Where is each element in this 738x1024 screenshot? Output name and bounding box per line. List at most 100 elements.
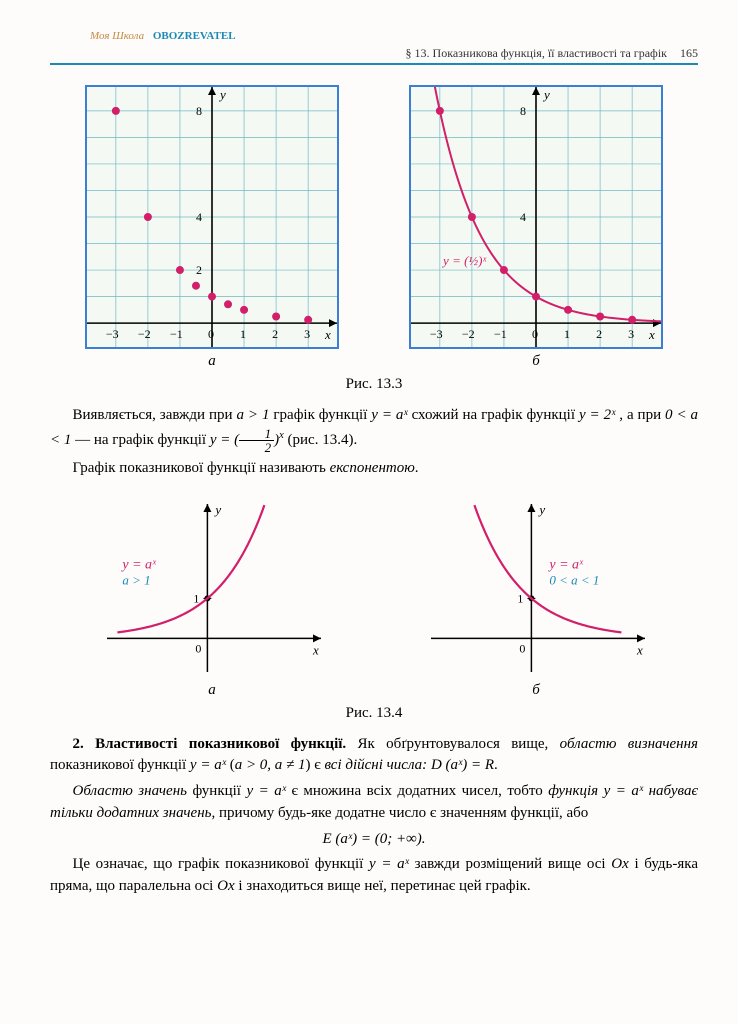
page-header: § 13. Показникова функція, її властивост… — [50, 46, 698, 63]
fig-13-3-panel-b: yx−3−2−1012348y = (½)ˣ — [409, 85, 663, 349]
p2-t1: Графік показникової функції називають — [73, 460, 330, 476]
fig-13-4-panel-a-wrap: yx01y = aˣa > 1 а — [97, 498, 327, 699]
svg-text:y: y — [537, 502, 545, 517]
p1-t1: Виявляється, завжди при — [73, 407, 237, 423]
p3-i1: областю визначення — [560, 736, 698, 752]
svg-text:a > 1: a > 1 — [122, 572, 150, 587]
p5-eq2: Ox — [611, 856, 629, 872]
p4-eq1: y = aˣ — [246, 783, 286, 799]
p1-eq3-exp: x — [279, 430, 284, 441]
p2-term: експонентою — [330, 460, 415, 476]
section-title: § 13. Показникова функція, її властивост… — [406, 46, 667, 60]
paragraph-5: Це означає, що графік показникової функц… — [50, 854, 698, 898]
p3-t5: . — [494, 757, 498, 773]
svg-text:1: 1 — [240, 327, 246, 341]
paragraph-2: Графік показникової функції називають ек… — [50, 458, 698, 480]
p1-eq2: y = 2ˣ — [579, 407, 615, 423]
schematic-b-sublabel: б — [421, 682, 651, 699]
svg-text:0: 0 — [532, 327, 538, 341]
body-text-2: 2. Властивості показникової функції. Як … — [50, 734, 698, 898]
paragraph-4-eq: E (aˣ) = (0; +∞). — [50, 829, 698, 851]
schematic-svg-b: yx01y = aˣ0 < a < 1 — [421, 498, 651, 678]
p2-t2: . — [415, 460, 419, 476]
p1-t6: (рис. 13.4). — [288, 432, 358, 448]
p1-eq3-num: 1 — [239, 427, 274, 441]
schematic-svg-a: yx01y = aˣa > 1 — [97, 498, 327, 678]
p1-eq1: y = aˣ — [371, 407, 407, 423]
p5-t2: завжди розміщений вище осі — [409, 856, 611, 872]
svg-text:3: 3 — [628, 327, 634, 341]
body-text: Виявляється, завжди при a > 1 графік фун… — [50, 405, 698, 480]
svg-text:2: 2 — [196, 263, 202, 277]
svg-text:0: 0 — [208, 327, 214, 341]
paragraph-3: 2. Властивості показникової функції. Як … — [50, 734, 698, 778]
panel-b-sublabel: б — [409, 353, 663, 370]
p3-t1: Як обґрунтовувалося вище, — [358, 736, 560, 752]
svg-text:1: 1 — [193, 591, 199, 605]
figure-13-3: y x −3 −2 −1 0 1 2 3 2 4 8 а y x −3 −2 −1 0 1 2 3 4 8 y = (½)ˣ… — [50, 85, 698, 370]
p1-eq3: y = (12)x — [210, 432, 288, 448]
svg-text:−2: −2 — [138, 327, 151, 341]
page-number: 165 — [680, 46, 698, 60]
svg-text:1: 1 — [517, 591, 523, 605]
p4-i1: Областю значень — [73, 783, 187, 799]
p4-t3: , причому будь-яке додатне число є значе… — [211, 805, 588, 821]
svg-text:y: y — [542, 87, 550, 102]
fig-13-3-panel-a-wrap: y x −3 −2 −1 0 1 2 3 2 4 8 а — [85, 85, 339, 370]
svg-text:x: x — [648, 327, 655, 342]
p3-cond: a > 0, a ≠ 1 — [235, 757, 306, 773]
p1-t3: схожий на графік функції — [412, 407, 579, 423]
paragraph-4: Областю значень функції y = aˣ є множина… — [50, 781, 698, 825]
fig-13-4-panel-b-wrap: yx01y = aˣ0 < a < 1 б — [421, 498, 651, 699]
p5-t1: Це означає, що графік показникової функц… — [73, 856, 369, 872]
svg-text:4: 4 — [196, 210, 202, 224]
panel-a-sublabel: а — [85, 353, 339, 370]
p1-eq3-den: 2 — [239, 441, 274, 454]
brand-site: Моя Школа — [90, 30, 144, 42]
svg-text:−1: −1 — [494, 327, 507, 341]
fig-13-3-panel-a: y x −3 −2 −1 0 1 2 3 2 4 8 — [85, 85, 339, 349]
p5-t4: і знаходиться вище неї, перетинає цей гр… — [235, 878, 531, 894]
svg-text:y: y — [218, 87, 226, 102]
svg-text:8: 8 — [196, 104, 202, 118]
svg-text:y = (½)ˣ: y = (½)ˣ — [441, 253, 486, 268]
svg-text:2: 2 — [272, 327, 278, 341]
section2-title: 2. Властивості показникової функції. — [73, 736, 347, 752]
paragraph-1: Виявляється, завжди при a > 1 графік фун… — [50, 405, 698, 454]
p4-t1: функції — [187, 783, 247, 799]
p3-i2: всі дійсні числа: — [324, 757, 430, 773]
p5-eq1: y = aˣ — [369, 856, 409, 872]
p1-t5: — на графік функції — [75, 432, 210, 448]
svg-text:−2: −2 — [462, 327, 475, 341]
svg-text:y = aˣ: y = aˣ — [547, 557, 584, 572]
svg-text:−3: −3 — [106, 327, 119, 341]
svg-text:4: 4 — [520, 210, 526, 224]
fig-13-3-caption: Рис. 13.3 — [50, 376, 698, 393]
p5-eq3: Ox — [217, 878, 235, 894]
svg-text:1: 1 — [564, 327, 570, 341]
svg-text:−3: −3 — [430, 327, 443, 341]
svg-text:x: x — [636, 642, 643, 657]
svg-text:x: x — [324, 327, 331, 342]
svg-text:2: 2 — [596, 327, 602, 341]
schematic-a-sublabel: а — [97, 682, 327, 699]
svg-text:−1: −1 — [170, 327, 183, 341]
brand-logo: OBOZREVATEL — [153, 30, 236, 42]
p1-eq3-lhs: y = — [210, 432, 234, 448]
p1-cond1: a > 1 — [236, 407, 269, 423]
p4-centered-eq: E (aˣ) = (0; +∞). — [322, 831, 425, 847]
p3-t2: показникової функції — [50, 757, 190, 773]
p3-eq2: D (aˣ) = R — [431, 757, 494, 773]
svg-text:3: 3 — [304, 327, 310, 341]
svg-text:y = aˣ: y = aˣ — [120, 557, 157, 572]
p3-eq1: y = aˣ — [190, 757, 226, 773]
svg-text:x: x — [312, 642, 319, 657]
p3-t3: ( — [226, 757, 235, 773]
watermark-brand: Моя Школа OBOZREVATEL — [50, 30, 698, 42]
svg-text:0 < a < 1: 0 < a < 1 — [549, 572, 599, 587]
fig-13-4-caption: Рис. 13.4 — [50, 705, 698, 722]
chart-svg-b: yx−3−2−1012348y = (½)ˣ — [411, 87, 661, 347]
svg-text:y: y — [213, 502, 221, 517]
figure-13-4: yx01y = aˣa > 1 а yx01y = aˣ0 < a < 1 б — [50, 498, 698, 699]
chart-svg-a: y x −3 −2 −1 0 1 2 3 2 4 8 — [87, 87, 337, 347]
